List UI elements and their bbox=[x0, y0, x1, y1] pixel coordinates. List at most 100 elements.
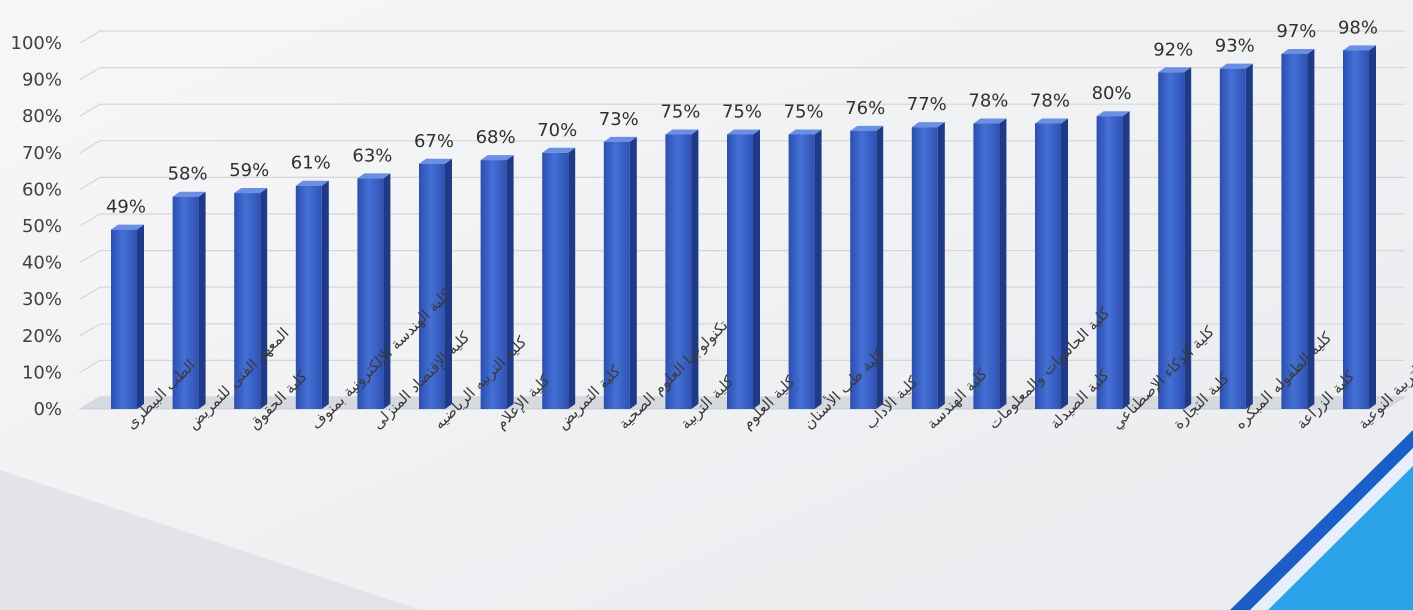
bar-top bbox=[111, 224, 144, 230]
bar-top bbox=[419, 158, 452, 164]
bar-side bbox=[1184, 67, 1192, 409]
bar-front bbox=[357, 178, 384, 409]
bar-front bbox=[727, 134, 753, 409]
bar-front bbox=[788, 134, 815, 409]
y-tick-label: 50% bbox=[22, 216, 62, 237]
bar-front bbox=[542, 152, 569, 410]
data-label: 98% bbox=[1338, 17, 1378, 38]
bar bbox=[603, 136, 637, 409]
bar-side bbox=[506, 155, 514, 409]
bar-top bbox=[234, 188, 268, 194]
data-labels: 49% 58% 59% 61% 63% 67% 68% 70% 73% 75% 75% 75% 76% 7… bbox=[106, 17, 1378, 217]
bar-front bbox=[973, 123, 1000, 410]
grid-line bbox=[79, 250, 1405, 264]
data-label: 76% bbox=[845, 98, 885, 119]
bar-side bbox=[814, 129, 822, 409]
bar-side bbox=[1245, 63, 1253, 410]
data-label: 61% bbox=[291, 153, 331, 174]
bar-top bbox=[542, 147, 576, 153]
data-label: 97% bbox=[1276, 21, 1316, 42]
bar-top bbox=[295, 180, 329, 186]
bar-side bbox=[937, 122, 945, 410]
grid-line bbox=[79, 213, 1405, 227]
bar bbox=[1281, 48, 1315, 409]
data-label: 80% bbox=[1092, 83, 1132, 104]
data-label: 63% bbox=[352, 145, 392, 166]
y-tick-label: 30% bbox=[22, 289, 62, 310]
bar-front bbox=[1343, 50, 1369, 409]
data-label: 49% bbox=[106, 197, 146, 218]
bar bbox=[911, 122, 945, 410]
y-tick-label: 20% bbox=[22, 326, 62, 347]
bar-top bbox=[1035, 118, 1068, 124]
bar-front bbox=[1158, 72, 1185, 409]
bar-side bbox=[260, 188, 268, 409]
data-label: 75% bbox=[784, 102, 824, 123]
data-label: 67% bbox=[414, 131, 454, 152]
bar-front bbox=[1219, 68, 1246, 410]
y-tick-label: 90% bbox=[22, 70, 62, 91]
bar-side bbox=[1061, 118, 1068, 410]
bar-top bbox=[788, 129, 822, 135]
data-label: 92% bbox=[1153, 39, 1193, 60]
bar bbox=[234, 188, 268, 409]
bar-side bbox=[383, 173, 391, 409]
bar bbox=[542, 147, 576, 410]
bar-front bbox=[603, 141, 630, 409]
bar-top bbox=[603, 136, 637, 142]
bar-front bbox=[172, 196, 199, 409]
bar-front bbox=[911, 127, 938, 410]
bar-front bbox=[480, 160, 507, 409]
bar bbox=[1343, 45, 1376, 409]
y-axis-ticks: 0% 10% 20% 30% 40% 50% 60% 70% 80% 90% 100% bbox=[11, 33, 62, 420]
bar bbox=[1158, 67, 1192, 409]
bar-top bbox=[357, 173, 391, 179]
bar-side bbox=[999, 118, 1007, 410]
bar bbox=[295, 180, 329, 409]
grid-line bbox=[79, 323, 1405, 337]
data-label: 78% bbox=[1030, 91, 1070, 112]
bar-front bbox=[111, 229, 137, 409]
bar bbox=[1219, 63, 1253, 410]
bar-top bbox=[172, 191, 206, 197]
bar-side bbox=[1369, 45, 1376, 409]
bar bbox=[172, 191, 206, 409]
bar bbox=[665, 129, 699, 409]
bar bbox=[480, 155, 514, 409]
bar-front bbox=[850, 130, 877, 409]
bar-top bbox=[1219, 63, 1253, 69]
bar-front bbox=[665, 134, 692, 409]
bar-side bbox=[137, 224, 144, 409]
bar-front bbox=[1035, 123, 1061, 410]
bar-top bbox=[1343, 45, 1376, 51]
bar-side bbox=[445, 158, 452, 409]
bar-side bbox=[198, 191, 206, 409]
data-label: 70% bbox=[537, 120, 577, 141]
bar-top bbox=[911, 122, 945, 128]
data-label: 59% bbox=[229, 160, 269, 181]
data-label: 73% bbox=[599, 109, 639, 130]
bar-side bbox=[876, 125, 884, 409]
bar-top bbox=[1096, 111, 1130, 117]
bar bbox=[727, 129, 760, 409]
bar-side bbox=[321, 180, 329, 409]
data-label: 77% bbox=[907, 94, 947, 115]
grid-line bbox=[79, 140, 1405, 154]
grid-line bbox=[79, 66, 1405, 81]
bar-side bbox=[1307, 48, 1315, 409]
y-tick-label: 100% bbox=[11, 33, 62, 54]
data-label: 78% bbox=[968, 91, 1008, 112]
bar bbox=[357, 173, 391, 409]
bar bbox=[111, 224, 144, 409]
y-tick-label: 70% bbox=[22, 143, 62, 164]
y-tick-label: 10% bbox=[22, 362, 62, 383]
bar-side bbox=[629, 136, 637, 409]
bar-side bbox=[691, 129, 699, 409]
bars bbox=[111, 45, 1376, 410]
data-label: 75% bbox=[660, 102, 700, 123]
bar-side bbox=[753, 129, 760, 409]
corner-accent-inner bbox=[1268, 466, 1413, 610]
bar-top bbox=[850, 125, 884, 131]
y-tick-label: 40% bbox=[22, 253, 62, 274]
